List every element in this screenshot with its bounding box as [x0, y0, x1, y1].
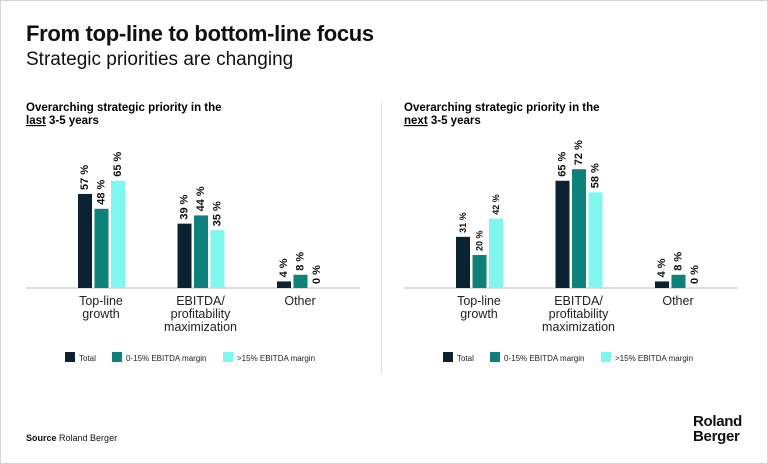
- data-label: 58 %: [590, 163, 602, 188]
- bar: [456, 236, 470, 288]
- category-label: profitability: [171, 307, 231, 321]
- bar: [210, 230, 225, 288]
- source-note: Source Roland Berger: [26, 433, 117, 443]
- chart-title: Overarching strategic priority in the: [404, 102, 600, 114]
- bar: [472, 255, 487, 288]
- category-label: Top-line: [457, 294, 501, 308]
- bar: [194, 215, 208, 288]
- data-label: 65 %: [557, 151, 569, 176]
- legend-label: 0-15% EBITDA margin: [504, 354, 584, 363]
- chart-0: Overarching strategic priority in thelas…: [26, 102, 360, 363]
- data-label: 39 %: [179, 194, 191, 219]
- category-label: EBITDA/: [176, 294, 225, 308]
- data-label: 72 %: [573, 140, 585, 165]
- data-label: 42 %: [491, 194, 501, 215]
- bar: [588, 192, 603, 288]
- category-label: growth: [460, 307, 498, 321]
- data-label: 0 %: [311, 265, 323, 284]
- data-label: 8 %: [295, 252, 307, 271]
- legend-swatch: [112, 352, 122, 362]
- data-label: 0 %: [689, 265, 701, 284]
- bar: [177, 223, 192, 288]
- source-text: Roland Berger: [59, 433, 118, 443]
- legend-label: Total: [457, 354, 474, 363]
- bar: [572, 169, 586, 288]
- legend-swatch: [601, 352, 611, 362]
- category-label: Other: [662, 294, 693, 308]
- data-label: 4 %: [656, 258, 668, 277]
- chart-title: Overarching strategic priority in the: [26, 102, 222, 114]
- data-label: 44 %: [195, 186, 207, 211]
- legend-swatch: [490, 352, 500, 362]
- bar: [94, 208, 109, 288]
- category-label: profitability: [549, 307, 609, 321]
- source-label: Source: [26, 433, 57, 443]
- category-label: maximization: [164, 320, 237, 334]
- data-label: 4 %: [278, 258, 290, 277]
- divider: [381, 101, 382, 373]
- bar: [655, 281, 669, 288]
- chart-title-2: next 3-5 years: [404, 115, 481, 127]
- legend-swatch: [443, 352, 453, 362]
- data-label: 65 %: [112, 151, 124, 176]
- category-label: Other: [284, 294, 315, 308]
- legend-label: >15% EBITDA margin: [615, 354, 693, 363]
- bar: [111, 180, 125, 288]
- data-label: 8 %: [673, 252, 685, 271]
- category-label: growth: [82, 307, 120, 321]
- page-subtitle: Strategic priorities are changing: [26, 49, 294, 70]
- data-label: 35 %: [212, 201, 224, 226]
- legend-swatch: [223, 352, 233, 362]
- data-label: 20 %: [475, 230, 485, 251]
- bar: [671, 274, 686, 288]
- category-label: Top-line: [79, 294, 123, 308]
- legend-swatch: [65, 352, 75, 362]
- bar: [293, 274, 308, 288]
- legend-label: Total: [79, 354, 96, 363]
- bar: [78, 193, 92, 288]
- category-label: maximization: [542, 320, 615, 334]
- data-label: 31 %: [458, 212, 468, 233]
- legend-label: >15% EBITDA margin: [237, 354, 315, 363]
- logo: Roland Berger: [693, 413, 743, 445]
- data-label: 57 %: [79, 165, 91, 190]
- data-label: 48 %: [96, 180, 108, 205]
- chart-title-2: last 3-5 years: [26, 115, 99, 127]
- category-label: EBITDA/: [554, 294, 603, 308]
- legend-label: 0-15% EBITDA margin: [126, 354, 206, 363]
- chart-1: Overarching strategic priority in thenex…: [404, 102, 738, 363]
- bar: [555, 180, 570, 288]
- page-title: From top-line to bottom-line focus: [26, 21, 374, 46]
- bar: [277, 281, 291, 288]
- bar: [489, 218, 503, 288]
